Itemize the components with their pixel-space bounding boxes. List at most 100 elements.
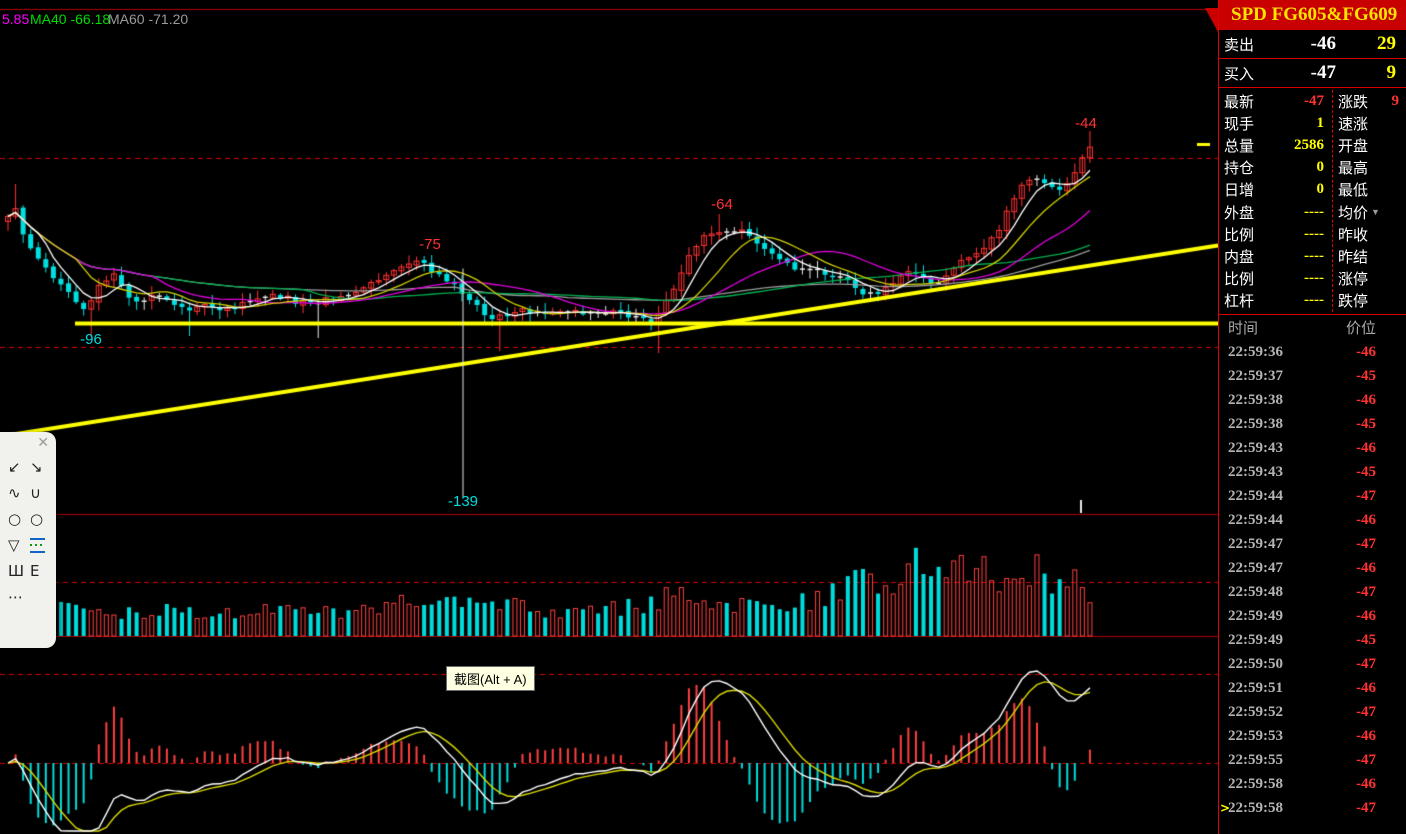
tick-time: 22:59:36 xyxy=(1228,343,1283,360)
screenshot-tooltip: 截图(Alt + A) xyxy=(446,666,535,691)
tick-time: 22:59:49 xyxy=(1228,631,1283,648)
stat-value: 0 xyxy=(1316,159,1325,176)
tick-time: 22:59:38 xyxy=(1228,391,1283,408)
price-label: -75 xyxy=(419,236,441,253)
stat-value: ---- xyxy=(1304,203,1324,220)
tick-time: 22:59:51 xyxy=(1228,679,1283,696)
stat-value: ---- xyxy=(1304,225,1324,242)
close-icon[interactable]: ✕ xyxy=(37,435,49,451)
price-label: -64 xyxy=(711,196,733,213)
trend-arrow-left-tool[interactable]: ↙ xyxy=(8,458,21,476)
ma-indicator-value: MA60 -71.20 xyxy=(108,11,189,27)
drawing-tools-grid: ↙ ↘ ∿ ∪ ○ ○ ▽ Ш E ⋯ xyxy=(0,432,56,610)
buy-quote-row[interactable]: 买入 -47 9 xyxy=(1219,59,1406,88)
tick-price: -45 xyxy=(1356,463,1376,480)
stat-label: 现手 xyxy=(1224,115,1255,133)
stat-row: 比例 ---- xyxy=(1219,268,1331,290)
ellipse-tool[interactable]: ○ xyxy=(8,510,22,528)
stat-row: 速涨 xyxy=(1333,112,1406,134)
buy-label: 买入 xyxy=(1224,65,1255,83)
stat-row: 均价 ▼ xyxy=(1333,201,1406,223)
panel-corner-decoration xyxy=(1205,8,1218,32)
stat-label: 内盘 xyxy=(1224,249,1255,267)
stat-row: 开盘 xyxy=(1333,134,1406,156)
stat-row: 日增 0 xyxy=(1219,179,1331,201)
stat-label: 最新 xyxy=(1224,93,1255,111)
tick-price: -47 xyxy=(1356,655,1376,672)
stat-row: 昨收 xyxy=(1333,223,1406,245)
stat-row: 总量 2586 xyxy=(1219,134,1331,156)
tick-time: 22:59:50 xyxy=(1228,655,1283,672)
more-tools[interactable]: ⋯ xyxy=(8,588,23,606)
price-label: -139 xyxy=(447,493,479,510)
tick-price: -45 xyxy=(1356,415,1376,432)
stat-label: 跌停 xyxy=(1338,293,1369,311)
tick-price: -45 xyxy=(1356,631,1376,648)
tick-time: >22:59:58 xyxy=(1220,799,1283,816)
tick-rows: 22:59:36 -46 22:59:37 -45 22:59:38 -46 22:59:3… xyxy=(1219,340,1406,820)
tick-row: 22:59:43 -46 xyxy=(1219,436,1406,460)
stat-label: 开盘 xyxy=(1338,138,1369,155)
tick-time: 22:59:52 xyxy=(1228,703,1283,720)
tick-row: >22:59:58 -47 xyxy=(1219,796,1406,820)
tick-row: 22:59:58 -46 xyxy=(1219,772,1406,796)
stat-value: 2586 xyxy=(1294,137,1324,153)
tick-price: -47 xyxy=(1356,583,1376,600)
tick-time: 22:59:48 xyxy=(1228,583,1283,600)
stat-row: 涨跌 9 xyxy=(1333,90,1406,112)
tick-row: 22:59:38 -45 xyxy=(1219,412,1406,436)
stat-label: 涨跌 xyxy=(1338,93,1369,111)
stat-label: 最高 xyxy=(1338,160,1369,178)
tick-row: 22:59:50 -47 xyxy=(1219,652,1406,676)
stat-label: 速涨 xyxy=(1338,115,1369,133)
cycle-lines-tool[interactable]: Ш xyxy=(8,562,25,580)
tick-row: 22:59:49 -46 xyxy=(1219,604,1406,628)
channel-tool[interactable]: E xyxy=(30,562,40,580)
price-chart-canvas[interactable] xyxy=(0,0,1218,834)
tick-price: -46 xyxy=(1356,343,1376,360)
drawing-tools-palette: ✕ ↙ ↘ ∿ ∪ ○ ○ ▽ Ш E ⋯ xyxy=(0,432,56,648)
stat-row: 跌停 xyxy=(1333,290,1406,312)
price-label: -96 xyxy=(80,331,102,348)
stat-row: 现手 1 xyxy=(1219,112,1331,134)
trend-arrow-right-tool[interactable]: ↘ xyxy=(30,458,43,476)
sell-quote-row[interactable]: 卖出 -46 29 xyxy=(1219,30,1406,59)
sell-price: -46 xyxy=(1310,33,1336,54)
tick-time: 22:59:44 xyxy=(1228,487,1283,504)
tick-row: 22:59:47 -47 xyxy=(1219,532,1406,556)
circle-tool[interactable]: ○ xyxy=(30,510,44,528)
stat-row: 昨结 xyxy=(1333,245,1406,267)
stat-label: 比例 xyxy=(1224,226,1255,244)
tick-time: 22:59:49 xyxy=(1228,607,1283,624)
fib-lines-tool[interactable] xyxy=(30,536,52,554)
arc-tool[interactable]: ∪ xyxy=(30,484,41,502)
tick-row: 22:59:52 -47 xyxy=(1219,700,1406,724)
tick-row: 22:59:36 -46 xyxy=(1219,340,1406,364)
stat-row: 外盘 ---- xyxy=(1219,201,1331,223)
stat-label: 涨停 xyxy=(1338,271,1369,289)
stat-value: -47 xyxy=(1304,92,1324,109)
stat-label: 总量 xyxy=(1224,138,1255,155)
tick-time: 22:59:43 xyxy=(1228,463,1283,480)
stat-row: 最新 -47 xyxy=(1219,90,1331,112)
stat-label: 日增 xyxy=(1224,182,1255,200)
tick-price: -46 xyxy=(1356,775,1376,792)
ticks-header: 时间 价位 xyxy=(1219,315,1406,340)
stat-value: 0 xyxy=(1316,181,1325,198)
tick-row: 22:59:37 -45 xyxy=(1219,364,1406,388)
tick-price: -46 xyxy=(1356,559,1376,576)
wave-tool[interactable]: ∿ xyxy=(8,484,21,502)
gann-fan-tool[interactable]: ▽ xyxy=(8,536,20,554)
tick-price: -47 xyxy=(1356,751,1376,768)
stat-row: 内盘 ---- xyxy=(1219,245,1331,267)
stat-value: 1 xyxy=(1316,114,1325,131)
stat-row: 持仓 0 xyxy=(1219,157,1331,179)
tick-row: 22:59:44 -47 xyxy=(1219,484,1406,508)
stat-value: 9 xyxy=(1391,92,1400,109)
stat-value: ---- xyxy=(1304,248,1324,265)
buy-price: -47 xyxy=(1310,62,1336,83)
stat-label: 昨结 xyxy=(1338,249,1369,267)
avg-price-dropdown-icon[interactable]: ▼ xyxy=(1371,207,1380,218)
tick-price: -47 xyxy=(1356,535,1376,552)
